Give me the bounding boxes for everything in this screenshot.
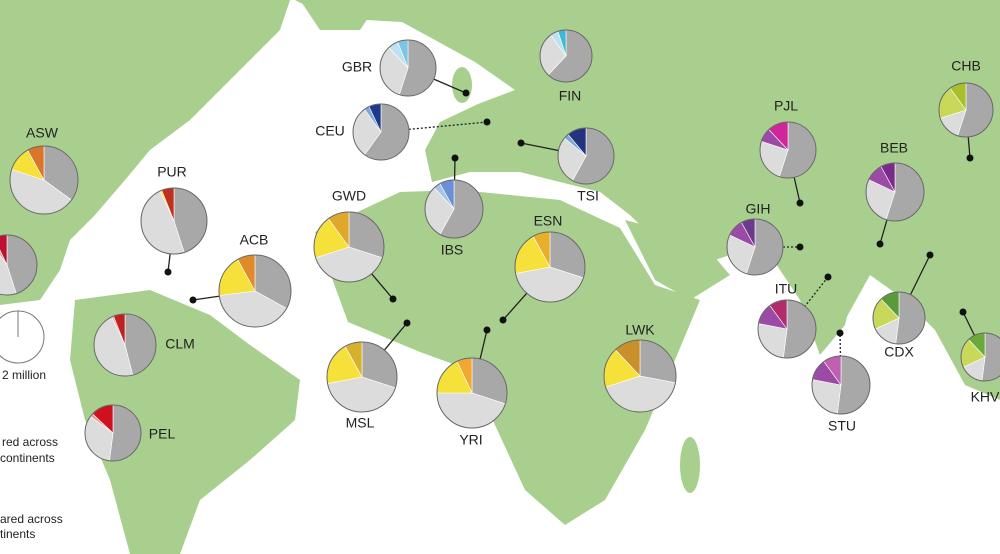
arabia xyxy=(625,220,730,300)
africa xyxy=(315,190,700,525)
pie-outline xyxy=(557,127,615,185)
connector xyxy=(786,276,829,330)
population-label: LWK xyxy=(625,322,655,338)
madagascar xyxy=(680,437,700,493)
connector-dot xyxy=(959,308,967,316)
population-label: PEL xyxy=(149,426,176,442)
pie-slice xyxy=(837,355,871,415)
pie-outline xyxy=(9,145,79,215)
pie-outline xyxy=(84,404,142,462)
legend: 2 million red across continents ared acr… xyxy=(0,310,63,541)
legend-text: ared across xyxy=(0,512,63,526)
pie-outline xyxy=(759,121,817,179)
connector-dot xyxy=(403,319,411,327)
connector-dot xyxy=(517,139,525,147)
legend-size-label: 2 million xyxy=(2,368,46,382)
population-label: ACB xyxy=(240,232,269,248)
connector-dot xyxy=(462,89,470,97)
legend-text: red across xyxy=(2,435,58,449)
eurasia xyxy=(295,0,1000,400)
greenland xyxy=(300,0,380,30)
connector-dot xyxy=(966,154,974,162)
pie-outline xyxy=(379,39,437,97)
population-label: ESN xyxy=(534,213,563,229)
population-label: PUR xyxy=(157,164,187,180)
population-label: CDX xyxy=(884,344,914,360)
pie-outline xyxy=(313,211,385,283)
connector-dot xyxy=(796,243,804,251)
connector-dot xyxy=(824,273,832,281)
population-label: KHV xyxy=(971,389,1000,405)
pie-outline xyxy=(514,231,586,303)
pie-slice xyxy=(811,379,842,415)
pie-outline xyxy=(0,234,38,296)
connector-dot xyxy=(836,329,844,337)
connector-dot xyxy=(389,295,397,303)
pie-outline xyxy=(436,357,508,429)
population-label: ITU xyxy=(775,281,798,297)
connector-dot xyxy=(164,268,172,276)
pie-outline xyxy=(218,254,292,328)
india xyxy=(770,255,860,355)
population-label: YRI xyxy=(459,432,482,448)
population-label: STU xyxy=(828,418,856,434)
population-label: CLM xyxy=(165,336,195,352)
legend-text: tinents xyxy=(0,527,35,541)
pie-outline xyxy=(326,341,398,413)
pie-outline xyxy=(872,291,926,345)
pie-outline xyxy=(424,179,484,239)
population-label: GWD xyxy=(332,188,366,204)
pie-outline xyxy=(726,218,784,276)
connector-dot xyxy=(189,296,197,304)
population-label: GIH xyxy=(746,201,771,217)
connector-dot xyxy=(926,251,934,259)
population-label: GBR xyxy=(342,59,372,75)
pie-outline xyxy=(938,82,994,138)
population-label: CEU xyxy=(315,123,345,139)
population-label: IBS xyxy=(441,242,464,258)
population-label: PJL xyxy=(774,98,798,114)
pies: GBR FIN CEU TSI IBS PJL GIH ITU STU BEB CHB CDX KHV A… xyxy=(0,29,1000,462)
connector-dot xyxy=(483,326,491,334)
pie-slice xyxy=(757,323,788,359)
pie-outline xyxy=(93,313,157,377)
pie-outline xyxy=(811,355,871,415)
pie-outline xyxy=(865,162,925,222)
legend-size-circle xyxy=(0,310,45,364)
pie-outline xyxy=(539,29,593,83)
legend-text: continents xyxy=(0,451,55,465)
north-america xyxy=(0,0,290,305)
population-label: TSI xyxy=(577,188,599,204)
connector-dot xyxy=(796,199,804,207)
pie-outline xyxy=(603,339,677,413)
population-label: FIN xyxy=(559,88,582,104)
pie-outline xyxy=(960,332,1000,382)
population-label: ASW xyxy=(26,125,59,141)
population-label: BEB xyxy=(880,140,908,156)
population-label: MSL xyxy=(346,415,375,431)
connector-dot xyxy=(499,316,507,324)
connector-dot xyxy=(483,118,491,126)
population-label: CHB xyxy=(951,58,981,74)
pie-outline xyxy=(140,187,208,255)
connector-dot xyxy=(876,240,884,248)
pie-outline xyxy=(352,103,410,161)
pie-outline xyxy=(757,299,817,359)
britain xyxy=(452,67,472,103)
connector-dot xyxy=(451,154,459,162)
